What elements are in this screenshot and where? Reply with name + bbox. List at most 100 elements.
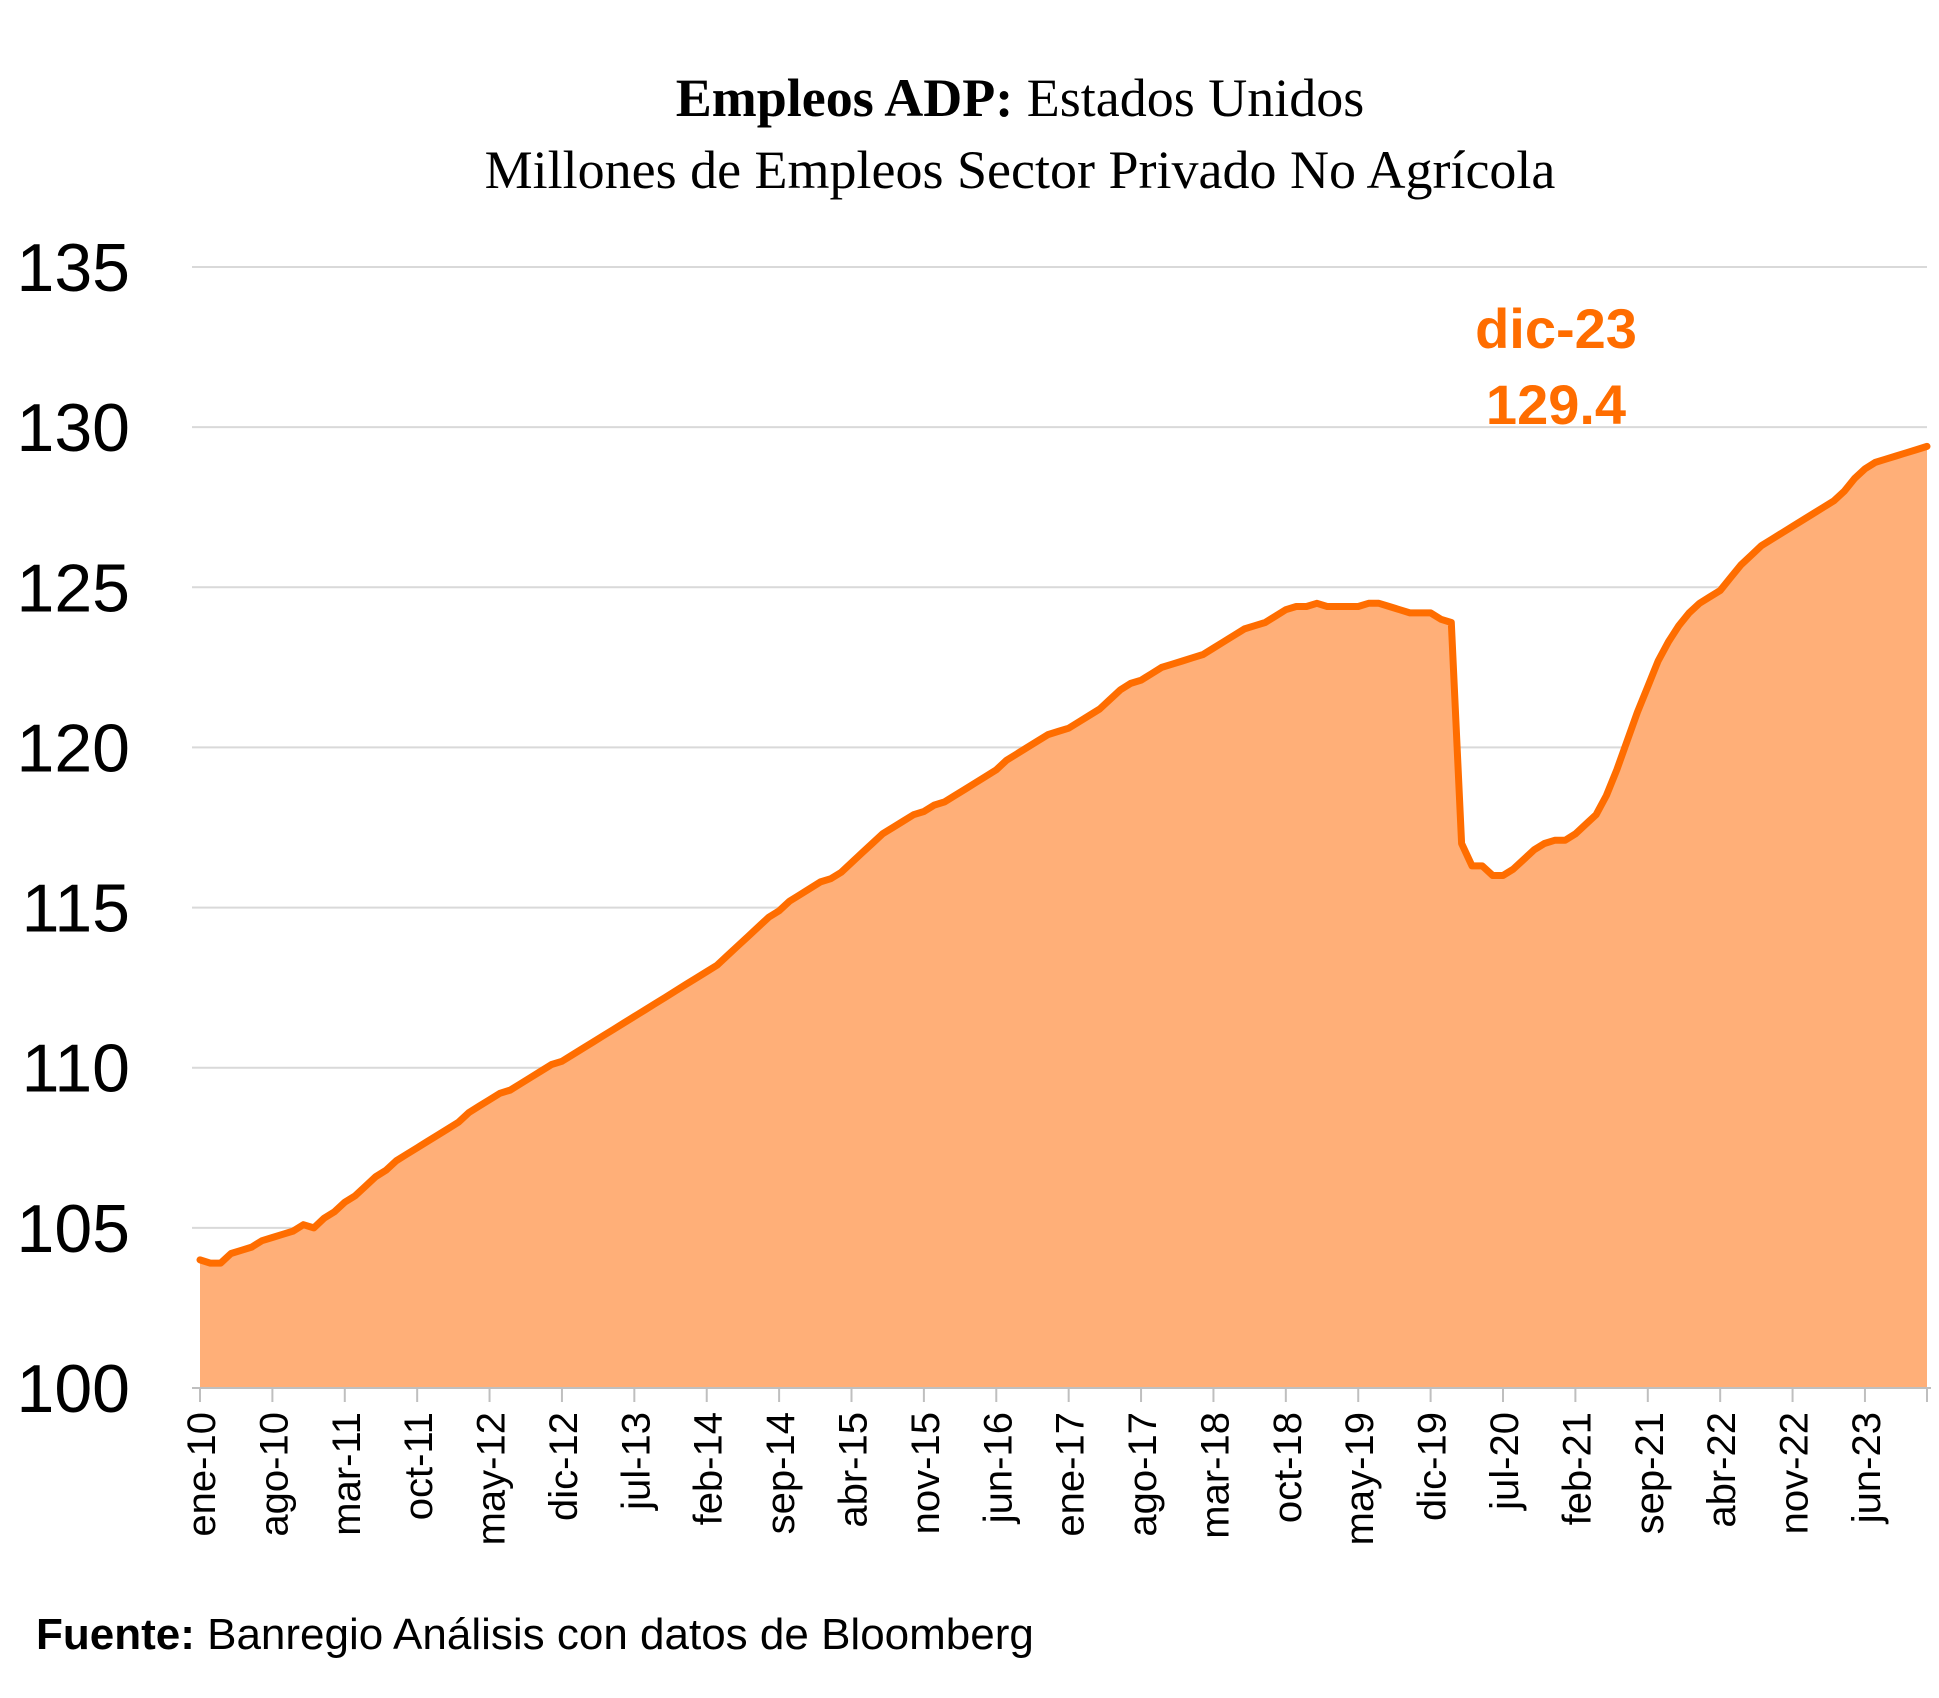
data-point	[395, 1159, 398, 1163]
y-tick-label: 105	[17, 1191, 130, 1267]
data-point	[715, 963, 719, 967]
chart-plot: 100 105 110 115 120 125 130 135 ene-10 ago-10 mar-…	[17, 230, 1931, 1545]
data-point	[767, 915, 771, 919]
data-point	[674, 989, 678, 993]
x-tick-label: may-19	[1338, 1412, 1382, 1545]
data-point	[1677, 624, 1681, 628]
data-point	[1832, 499, 1836, 503]
data-point	[1801, 518, 1805, 522]
y-tick-label: 110	[22, 1031, 130, 1107]
data-point	[922, 810, 926, 813]
y-tick-label: 135	[17, 230, 130, 306]
data-point	[1708, 595, 1712, 599]
series-area	[200, 446, 1927, 1388]
data-point	[1480, 864, 1484, 868]
data-point	[1398, 608, 1402, 612]
data-point	[457, 1120, 460, 1124]
x-tick-label: dic-19	[1411, 1412, 1455, 1521]
data-point	[1625, 739, 1629, 743]
x-tick-label: jul-20	[1483, 1412, 1527, 1511]
data-point	[953, 794, 957, 797]
data-point	[1532, 848, 1536, 852]
data-point	[1729, 576, 1732, 580]
data-point	[1553, 838, 1557, 842]
data-point	[1594, 813, 1598, 817]
data-point	[1336, 605, 1339, 608]
data-point	[1253, 624, 1257, 628]
data-point	[529, 1075, 533, 1079]
data-point	[508, 1088, 512, 1092]
data-point	[1108, 697, 1112, 701]
data-point	[1356, 605, 1360, 608]
data-point	[343, 1200, 347, 1204]
data-point	[974, 781, 978, 785]
data-point	[1025, 745, 1029, 749]
data-point	[291, 1229, 295, 1233]
data-point	[1191, 656, 1195, 660]
data-point	[1615, 768, 1619, 772]
data-point	[829, 877, 833, 881]
data-point	[612, 1027, 616, 1031]
data-point	[756, 925, 760, 929]
data-point	[1098, 707, 1102, 711]
data-point	[539, 1069, 543, 1073]
data-point	[301, 1223, 305, 1227]
data-point	[581, 1047, 585, 1050]
x-tick-label: ene-17	[1049, 1412, 1093, 1537]
data-point	[1118, 688, 1122, 692]
data-point	[1470, 864, 1474, 868]
data-point	[1056, 729, 1060, 733]
x-tick-label: feb-21	[1555, 1412, 1599, 1525]
data-point	[1367, 601, 1371, 605]
data-point	[736, 944, 740, 948]
data-point	[322, 1216, 326, 1220]
data-point	[1232, 633, 1236, 637]
data-point	[1718, 589, 1722, 592]
data-point	[1305, 605, 1308, 608]
data-point	[1222, 640, 1226, 644]
data-point	[426, 1139, 429, 1143]
data-point	[1491, 874, 1495, 877]
data-point	[436, 1133, 440, 1137]
data-point	[1129, 681, 1133, 685]
data-point	[208, 1261, 212, 1265]
x-tick-label: dic-12	[542, 1412, 586, 1521]
data-point	[1635, 710, 1639, 714]
data-point	[1915, 448, 1919, 452]
series-line	[196, 442, 1931, 1267]
source-text: Banregio Análisis con datos de Bloomberg	[194, 1610, 1034, 1659]
x-tick-label: mar-11	[325, 1412, 369, 1536]
data-point	[364, 1184, 367, 1188]
data-point	[788, 899, 791, 903]
data-point	[1925, 444, 1929, 448]
data-point	[1005, 758, 1009, 762]
chart-title-block: Empleos ADP: Estados Unidos Millones de …	[0, 62, 1939, 206]
data-point	[229, 1252, 233, 1255]
data-point	[1418, 611, 1422, 615]
data-point	[1149, 672, 1153, 676]
data-point	[694, 976, 698, 980]
data-point	[519, 1082, 523, 1086]
data-point	[1584, 822, 1588, 826]
source-label: Fuente:	[36, 1610, 195, 1659]
data-point	[415, 1146, 419, 1150]
data-point	[984, 774, 988, 778]
data-point	[1180, 659, 1184, 663]
data-point	[332, 1210, 336, 1214]
x-tick-label: oct-18	[1266, 1412, 1310, 1523]
data-point	[1563, 838, 1567, 842]
y-tick-label: 115	[22, 871, 130, 947]
data-point	[260, 1239, 264, 1243]
data-point	[1439, 617, 1443, 621]
x-tick-label: sep-14	[759, 1412, 803, 1534]
data-point	[725, 954, 729, 958]
x-tick-label: jun-23	[1845, 1412, 1889, 1524]
data-point	[1315, 601, 1319, 605]
data-point	[1036, 739, 1040, 743]
data-point	[1160, 665, 1164, 669]
x-tick-label: abr-22	[1700, 1412, 1744, 1528]
data-point	[1791, 524, 1795, 528]
data-point	[1811, 512, 1815, 516]
data-point	[1046, 733, 1050, 737]
data-point	[1573, 832, 1577, 836]
